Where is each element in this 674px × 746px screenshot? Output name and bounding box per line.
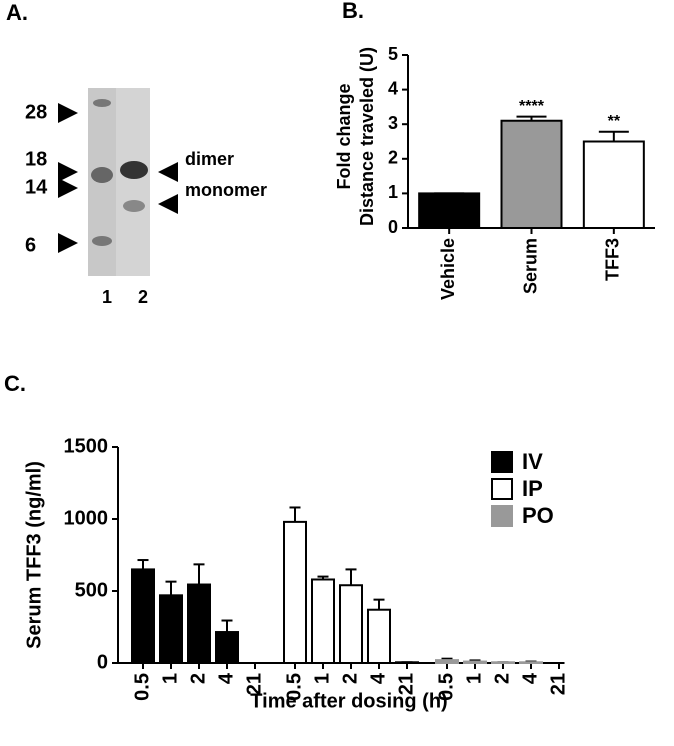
legend-label: PO xyxy=(522,503,554,528)
x-tick-label: 0.5 xyxy=(131,673,153,701)
x-tick-label: TFF3 xyxy=(603,238,623,281)
bar xyxy=(283,520,307,664)
y-tick-label: 500 xyxy=(75,579,108,601)
y-axis-label: Serum TFF3 (ng/ml) xyxy=(23,461,45,649)
x-tick-label: 0.5 xyxy=(283,673,305,701)
x-tick-label: 1 xyxy=(311,673,333,684)
lane-label: 1 xyxy=(102,287,112,307)
y-tick-label: 5 xyxy=(388,44,398,64)
legend-swatch xyxy=(491,451,513,473)
y-tick-label: 1 xyxy=(388,182,398,202)
marker-label: 18 xyxy=(25,148,47,170)
x-tick-label: 4 xyxy=(215,672,237,684)
y-tick-label: 4 xyxy=(388,78,398,98)
bar xyxy=(159,594,183,665)
band-label: monomer xyxy=(185,180,267,200)
bar xyxy=(582,140,645,229)
bar xyxy=(311,578,335,664)
bar xyxy=(519,661,543,665)
legend-swatch xyxy=(491,478,513,500)
marker-label: 14 xyxy=(25,176,48,198)
bar xyxy=(418,192,481,229)
legend-label: IP xyxy=(522,476,543,501)
gel-band xyxy=(92,236,112,246)
significance-label: **** xyxy=(519,98,545,115)
bar xyxy=(435,659,459,664)
y-tick-label: 0 xyxy=(97,651,108,673)
y-tick-label: 0 xyxy=(388,217,398,237)
significance-label: ** xyxy=(608,113,621,130)
x-tick-label: 1 xyxy=(463,673,485,684)
y-axis-label: Distance traveled (U) xyxy=(357,47,377,226)
bar xyxy=(395,661,419,665)
marker-label: 28 xyxy=(25,101,47,123)
x-tick-label: 1 xyxy=(159,673,181,684)
x-tick-label: Serum xyxy=(520,238,540,294)
gel-band xyxy=(91,167,113,183)
marker-label: 6 xyxy=(25,234,36,256)
y-tick-label: 1500 xyxy=(64,435,109,457)
y-tick-label: 1000 xyxy=(64,507,109,529)
x-tick-label: 21 xyxy=(395,673,417,695)
x-tick-label: 4 xyxy=(367,672,389,684)
x-tick-label: 21 xyxy=(243,673,265,695)
x-axis-label: Time after dosing (h) xyxy=(250,690,447,712)
panel-label: B. xyxy=(342,0,364,23)
gel-band xyxy=(123,200,145,212)
bar xyxy=(491,661,515,665)
x-tick-label: 2 xyxy=(187,673,209,684)
bar xyxy=(131,568,155,665)
bar xyxy=(367,608,391,664)
bar xyxy=(187,583,211,665)
x-tick-label: 21 xyxy=(547,673,569,695)
panel-label: A. xyxy=(6,0,28,25)
y-axis-label: Fold change xyxy=(334,83,354,189)
bar xyxy=(339,584,363,664)
gel-band xyxy=(120,161,148,179)
y-tick-label: 3 xyxy=(388,113,398,133)
x-tick-label: 0.5 xyxy=(435,673,457,701)
band-label: dimer xyxy=(185,149,234,169)
lane-label: 2 xyxy=(138,287,148,307)
gel-band xyxy=(93,99,111,107)
panel-label: C. xyxy=(4,371,26,396)
bar xyxy=(463,660,487,664)
x-tick-label: Vehicle xyxy=(438,238,458,300)
bar xyxy=(500,119,563,229)
x-tick-label: 2 xyxy=(339,673,361,684)
x-tick-label: 4 xyxy=(519,672,541,684)
legend-swatch xyxy=(491,505,513,527)
bar xyxy=(215,631,239,664)
x-tick-label: 2 xyxy=(491,673,513,684)
y-tick-label: 2 xyxy=(388,148,398,168)
legend-label: IV xyxy=(522,449,543,474)
arrows xyxy=(58,103,178,253)
